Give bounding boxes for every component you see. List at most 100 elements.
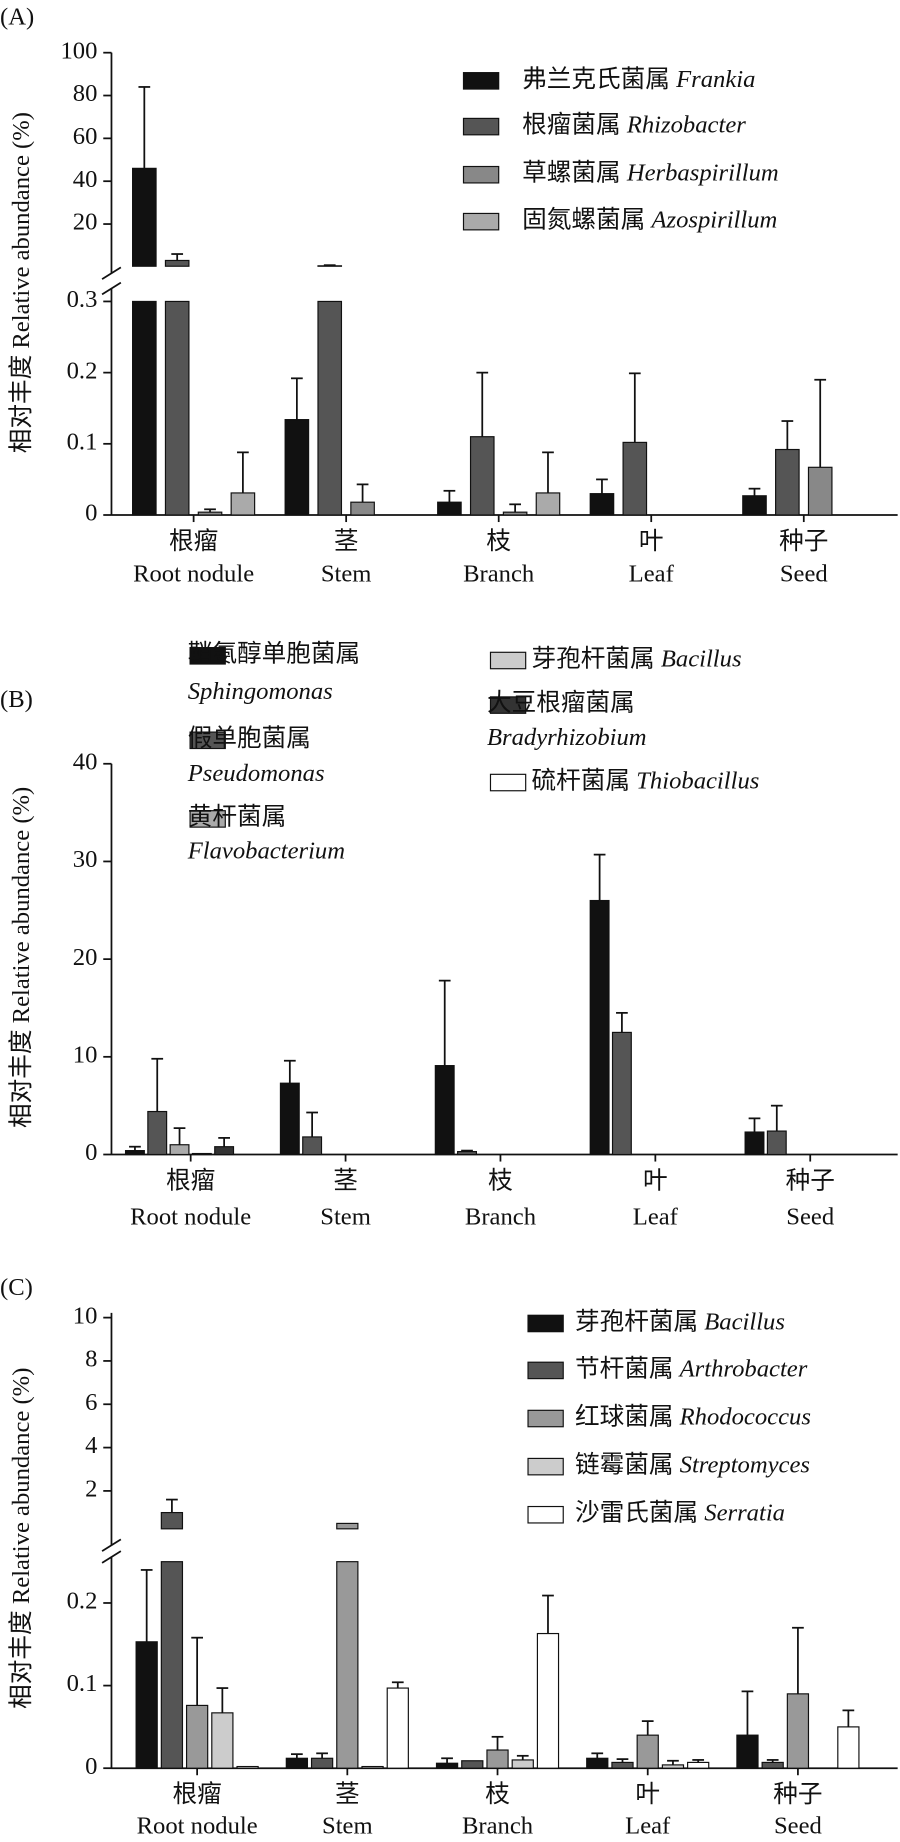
legend-genus: Azospirillum — [649, 206, 777, 233]
legend-swatch — [527, 1314, 564, 1333]
legend-swatch — [189, 810, 226, 828]
x-tick-label: 种子 — [773, 1780, 822, 1808]
axis-break — [101, 266, 122, 280]
bar-upper — [164, 259, 190, 267]
legend-label: 芽孢杆菌属 Bacillus — [575, 1307, 785, 1335]
bar — [736, 1734, 759, 1769]
legend-swatch — [189, 647, 226, 665]
legend-genus: Serratia — [704, 1499, 785, 1526]
y-tick-label: 0.2 — [67, 1588, 98, 1615]
x-tick-label-en: Leaf — [633, 1204, 679, 1231]
y-tick-label: 80 — [73, 80, 98, 107]
axis-break — [101, 281, 122, 296]
legend-genus: Pseudomonas — [187, 760, 325, 787]
legend-name: 黄杆菌属 — [188, 803, 287, 831]
legend-label: 芽孢杆菌属 Bacillus — [532, 644, 742, 672]
y-tick-label: 40 — [73, 166, 98, 193]
legend-genus: Sphingomonas — [188, 678, 333, 705]
bar — [687, 1761, 710, 1769]
y-tick-label: 100 — [60, 37, 97, 64]
y-tick-label: 20 — [73, 944, 98, 971]
legend-label: 根瘤菌属 Rhizobacter — [522, 110, 746, 138]
legend-genus: Herbaspirillum — [626, 159, 779, 186]
bar — [511, 1759, 534, 1769]
bar — [160, 1561, 184, 1769]
legend-genus: Frankia — [675, 65, 755, 92]
y-tick-label: 0.2 — [67, 357, 98, 384]
y-tick-label: 10 — [73, 1041, 98, 1068]
y-tick-label: 8 — [85, 1346, 97, 1373]
x-tick-label-en: Seed — [786, 1204, 835, 1231]
bar — [766, 1130, 787, 1156]
legend-genus: Rhodococcus — [679, 1403, 811, 1430]
legend-genus: Bacillus — [661, 645, 742, 672]
x-tick-label-en: Seed — [774, 1813, 823, 1840]
bar — [197, 511, 223, 516]
bar — [435, 1762, 459, 1769]
legend-genus: Bacillus — [704, 1308, 785, 1335]
x-tick-label-en: Leaf — [629, 561, 675, 588]
bar-upper — [160, 1511, 184, 1530]
bar-upper — [336, 1522, 359, 1530]
x-tick-label: 枝 — [485, 1780, 510, 1808]
bar — [310, 1757, 334, 1769]
x-tick-label: 种子 — [786, 1166, 835, 1194]
bar-upper — [132, 167, 157, 267]
x-tick-label: 茎 — [335, 1780, 360, 1808]
bar — [742, 495, 767, 516]
bar — [837, 1726, 860, 1769]
legend-name: 鞘氨醇单胞菌属 — [188, 639, 360, 667]
bar — [586, 1757, 609, 1769]
bar — [461, 1760, 484, 1769]
y-tick-label: 6 — [85, 1389, 97, 1416]
legend-label: 草螺菌属 Herbaspirillum — [522, 158, 779, 186]
legend-genus: Streptomyces — [680, 1451, 810, 1478]
legend-name: 芽孢杆菌属 — [575, 1307, 698, 1335]
bar — [214, 1146, 235, 1156]
x-tick-label-en: Stem — [321, 561, 372, 588]
legend-name: 草螺菌属 — [522, 158, 621, 186]
legend-genus: Flavobacterium — [187, 838, 345, 865]
legend-genus: Rhizobacter — [626, 111, 746, 138]
legend-genus: Thiobacillus — [636, 767, 759, 794]
bar — [279, 1082, 300, 1156]
legend-label: 弗兰克氏菌属 Frankia — [522, 64, 755, 92]
legend-name: 红球菌属 — [575, 1402, 674, 1430]
bar — [230, 492, 256, 516]
x-tick-label-en: Stem — [320, 1204, 371, 1231]
legend-label: 红球菌属 Rhodococcus — [575, 1402, 811, 1430]
bar — [164, 300, 190, 516]
bar — [535, 492, 561, 516]
bar — [284, 419, 310, 516]
bar — [317, 300, 343, 516]
legend-swatch — [527, 1409, 564, 1428]
x-tick-label-en: Stem — [322, 1813, 373, 1840]
bar — [661, 1764, 685, 1769]
axis-break — [101, 1538, 122, 1552]
legend-name: 硫杆菌属 — [532, 766, 631, 794]
legend-label: 沙雷氏菌属 Serratia — [575, 1498, 785, 1526]
x-tick-label-en: Seed — [780, 561, 829, 588]
bar — [191, 1152, 212, 1156]
y-axis-label: 相对丰度 Relative abundance (%) — [7, 1368, 35, 1709]
bar — [361, 1765, 384, 1769]
x-tick-label-en: Leaf — [625, 1813, 671, 1840]
legend-label: 固氮螺菌属 Azospirillum — [522, 205, 777, 233]
x-tick-label: 根瘤 — [166, 1166, 215, 1194]
x-tick-label: 根瘤 — [169, 527, 218, 555]
bar — [285, 1757, 309, 1769]
axis-break — [101, 1550, 122, 1564]
bar — [775, 448, 800, 516]
bar — [744, 1131, 765, 1156]
legend-name: 弗兰克氏菌属 — [522, 64, 670, 92]
legend-genus: Bradyrhizobium — [487, 724, 647, 751]
bar — [807, 466, 833, 516]
bar — [437, 501, 462, 516]
legend-name: 固氮螺菌属 — [522, 205, 645, 233]
x-tick-label-en: Root nodule — [137, 1813, 258, 1840]
x-tick-label-en: Branch — [462, 1813, 533, 1840]
legend-name: 芽孢杆菌属 — [532, 644, 655, 672]
x-tick-label: 根瘤 — [172, 1780, 221, 1808]
y-tick-label: 0.3 — [67, 286, 98, 313]
bar — [147, 1110, 168, 1156]
